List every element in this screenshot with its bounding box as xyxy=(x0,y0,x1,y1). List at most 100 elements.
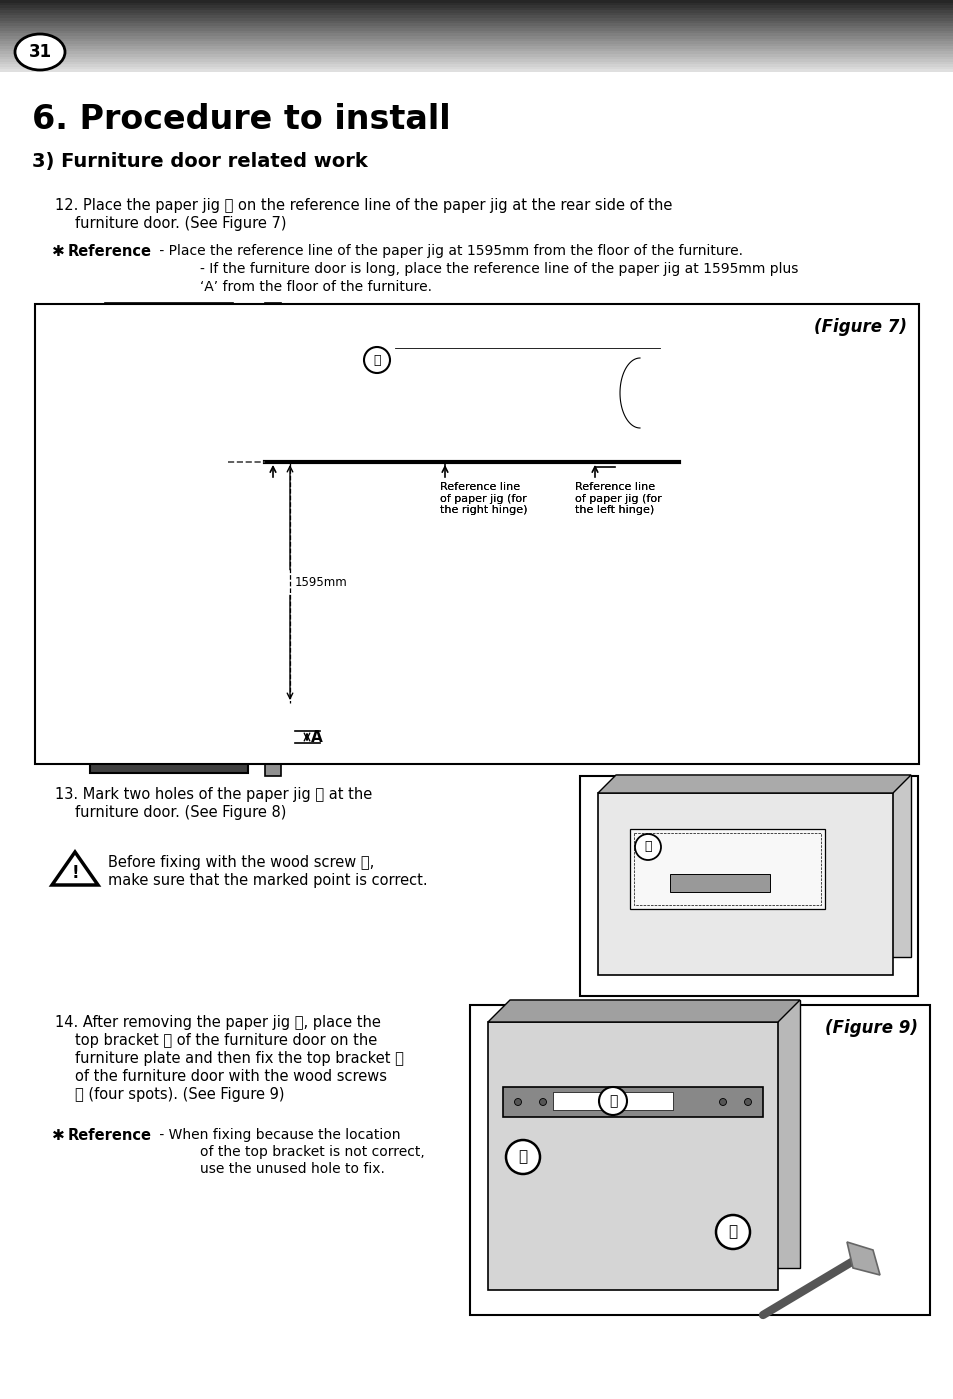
Circle shape xyxy=(505,1140,539,1174)
Bar xyxy=(669,874,769,893)
Bar xyxy=(629,830,824,909)
Bar xyxy=(664,311,679,460)
Text: Reference line
of paper jig (for
the right hinge): Reference line of paper jig (for the rig… xyxy=(439,483,527,515)
Bar xyxy=(265,304,281,776)
Bar xyxy=(0,70,953,71)
Text: ✱: ✱ xyxy=(52,243,65,259)
Ellipse shape xyxy=(15,34,65,70)
Text: ⓧ: ⓧ xyxy=(608,1094,617,1108)
Circle shape xyxy=(364,347,390,374)
Bar xyxy=(355,480,679,610)
Bar xyxy=(228,623,235,632)
Bar xyxy=(0,55,953,56)
Text: ✱: ✱ xyxy=(52,1128,65,1143)
Text: 13. Mark two holes of the paper jig ⓦ at the: 13. Mark two holes of the paper jig ⓦ at… xyxy=(55,788,372,802)
Bar xyxy=(355,311,664,339)
Circle shape xyxy=(514,1098,521,1105)
Text: - If the furniture door is long, place the reference line of the paper jig at 15: - If the furniture door is long, place t… xyxy=(200,262,798,276)
Bar xyxy=(598,793,892,975)
Bar xyxy=(0,59,953,62)
Text: Reference line
of paper jig (for
the right hinge): Reference line of paper jig (for the rig… xyxy=(439,483,527,515)
Polygon shape xyxy=(52,852,98,886)
Bar xyxy=(634,832,821,905)
Text: (Figure 9): (Figure 9) xyxy=(824,1018,917,1037)
Bar xyxy=(110,323,228,711)
Bar xyxy=(0,67,953,70)
Bar xyxy=(524,354,655,424)
Text: 6. Procedure to install: 6. Procedure to install xyxy=(32,104,450,136)
Bar xyxy=(140,732,180,743)
Circle shape xyxy=(539,1098,546,1105)
Text: Reference line
of paper jig (for
the left hinge): Reference line of paper jig (for the lef… xyxy=(575,483,661,515)
Text: ‘A’ from the floor of the furniture.: ‘A’ from the floor of the furniture. xyxy=(200,280,432,294)
Text: furniture plate and then fix the top bracket ⓧ: furniture plate and then fix the top bra… xyxy=(75,1051,403,1066)
Bar xyxy=(553,1093,672,1109)
Bar xyxy=(90,743,248,774)
Bar xyxy=(502,1087,762,1116)
Bar xyxy=(0,34,953,36)
Polygon shape xyxy=(616,775,910,957)
Bar xyxy=(0,18,953,21)
Bar xyxy=(0,41,953,43)
Text: use the unused hole to fix.: use the unused hole to fix. xyxy=(200,1163,384,1177)
Bar xyxy=(0,24,953,25)
Text: !: ! xyxy=(71,865,79,881)
Bar xyxy=(100,711,237,732)
Bar xyxy=(0,13,953,15)
Bar xyxy=(579,776,917,996)
Bar xyxy=(355,339,664,441)
Text: 3) Furniture door related work: 3) Furniture door related work xyxy=(32,152,367,171)
Text: Reference line
of paper jig (for
the left hinge): Reference line of paper jig (for the lef… xyxy=(575,483,661,515)
Bar xyxy=(0,64,953,67)
Text: - When fixing because the location: - When fixing because the location xyxy=(154,1128,400,1142)
Bar xyxy=(0,46,953,49)
Bar xyxy=(0,0,953,3)
Bar xyxy=(0,52,953,55)
Bar xyxy=(395,354,515,424)
Text: Before fixing with the wood screw ⓑ,: Before fixing with the wood screw ⓑ, xyxy=(108,855,374,870)
Polygon shape xyxy=(488,1000,800,1023)
Bar xyxy=(0,15,953,18)
Text: 14. After removing the paper jig ⓦ, place the: 14. After removing the paper jig ⓦ, plac… xyxy=(55,1016,380,1030)
Bar xyxy=(0,39,953,41)
Bar xyxy=(0,43,953,46)
Bar xyxy=(0,62,953,64)
Bar xyxy=(0,49,953,52)
Bar xyxy=(0,21,953,24)
Bar xyxy=(228,413,235,422)
Circle shape xyxy=(743,1098,751,1105)
Polygon shape xyxy=(510,1000,800,1267)
Bar xyxy=(35,304,918,764)
Circle shape xyxy=(635,834,660,860)
Text: make sure that the marked point is correct.: make sure that the marked point is corre… xyxy=(108,873,427,888)
Text: top bracket ⓧ of the furniture door on the: top bracket ⓧ of the furniture door on t… xyxy=(75,1032,376,1048)
Bar xyxy=(0,28,953,31)
Bar xyxy=(0,10,953,13)
Bar xyxy=(228,523,235,533)
Text: A: A xyxy=(311,729,322,744)
Bar xyxy=(0,6,953,8)
Bar xyxy=(105,304,233,323)
Bar xyxy=(0,8,953,10)
Bar xyxy=(0,31,953,34)
Text: 1595mm: 1595mm xyxy=(294,576,348,589)
Bar xyxy=(0,25,953,28)
Text: (Figure 8): (Figure 8) xyxy=(812,790,905,809)
Text: Reference: Reference xyxy=(68,243,152,259)
Polygon shape xyxy=(846,1242,879,1274)
Text: of the top bracket is not correct,: of the top bracket is not correct, xyxy=(200,1144,424,1158)
Circle shape xyxy=(716,1214,749,1249)
Bar xyxy=(0,36,953,39)
Text: (Figure 7): (Figure 7) xyxy=(813,318,906,336)
Text: 12. Place the paper jig ⓦ on the reference line of the paper jig at the rear sid: 12. Place the paper jig ⓦ on the referen… xyxy=(55,199,672,213)
Text: ⓑ: ⓑ xyxy=(728,1224,737,1240)
Text: furniture door. (See Figure 7): furniture door. (See Figure 7) xyxy=(75,215,286,231)
Bar xyxy=(488,1023,778,1290)
Text: - Place the reference line of the paper jig at 1595mm from the floor of the furn: - Place the reference line of the paper … xyxy=(154,243,742,257)
Circle shape xyxy=(719,1098,726,1105)
Text: ⓑ (four spots). (See Figure 9): ⓑ (four spots). (See Figure 9) xyxy=(75,1087,284,1102)
Bar xyxy=(470,1004,929,1315)
Circle shape xyxy=(598,1087,626,1115)
Bar xyxy=(0,56,953,59)
Polygon shape xyxy=(598,775,910,793)
